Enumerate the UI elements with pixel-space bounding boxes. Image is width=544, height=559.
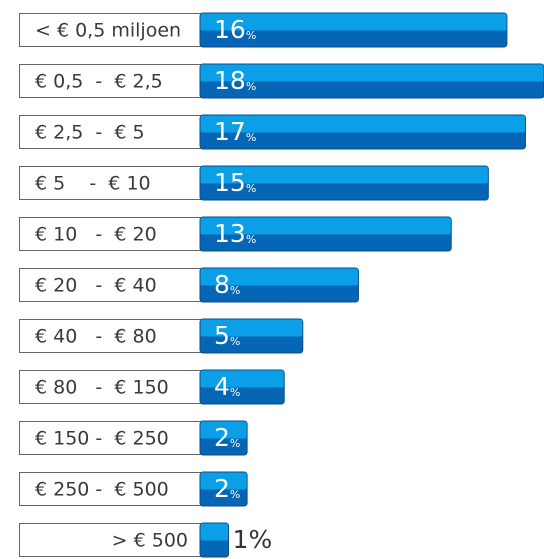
bar-highlight xyxy=(200,13,507,31)
category-box xyxy=(19,13,201,47)
bar-highlight xyxy=(200,421,247,439)
value-label: 2% xyxy=(214,423,240,452)
bar-highlight xyxy=(200,319,303,337)
value-label: 8% xyxy=(214,270,240,299)
bar-highlight xyxy=(200,166,488,184)
category-box xyxy=(19,370,201,404)
value-label: 2% xyxy=(214,474,240,503)
category-label: € 20 - € 40 xyxy=(35,275,157,297)
category-label: € 250 - € 500 xyxy=(35,479,169,501)
category-box xyxy=(19,166,201,200)
value-label: 18% xyxy=(214,66,256,95)
value-label: 5% xyxy=(214,321,240,350)
category-box xyxy=(19,523,201,557)
category-box xyxy=(19,319,201,353)
category-label: < € 0,5 miljoen xyxy=(35,20,181,42)
category-box xyxy=(19,421,201,455)
bar-highlight xyxy=(200,115,525,133)
bar-highlight xyxy=(200,523,229,541)
bar-highlight xyxy=(200,64,544,82)
category-label: € 5 - € 10 xyxy=(35,173,151,195)
category-label: € 10 - € 20 xyxy=(35,224,157,246)
value-label: 15% xyxy=(214,168,256,197)
category-label: > € 500 xyxy=(112,530,188,552)
category-box xyxy=(19,268,201,302)
bar-highlight xyxy=(200,472,247,490)
value-label: 17% xyxy=(214,117,256,146)
category-label: € 80 - € 150 xyxy=(35,377,169,399)
value-label: 4% xyxy=(214,372,240,401)
value-label: 16% xyxy=(214,15,256,44)
bar-highlight xyxy=(200,217,451,235)
category-box xyxy=(19,472,201,506)
bar-highlight xyxy=(200,268,358,286)
category-box xyxy=(19,64,201,98)
bar-highlight xyxy=(200,370,284,388)
value-label: 13% xyxy=(214,219,256,248)
value-label: 1% xyxy=(233,525,273,554)
category-label: € 2,5 - € 5 xyxy=(35,122,145,144)
category-label: € 40 - € 80 xyxy=(35,326,157,348)
category-label: € 150 - € 250 xyxy=(35,428,169,450)
category-label: € 0,5 - € 2,5 xyxy=(35,71,163,93)
